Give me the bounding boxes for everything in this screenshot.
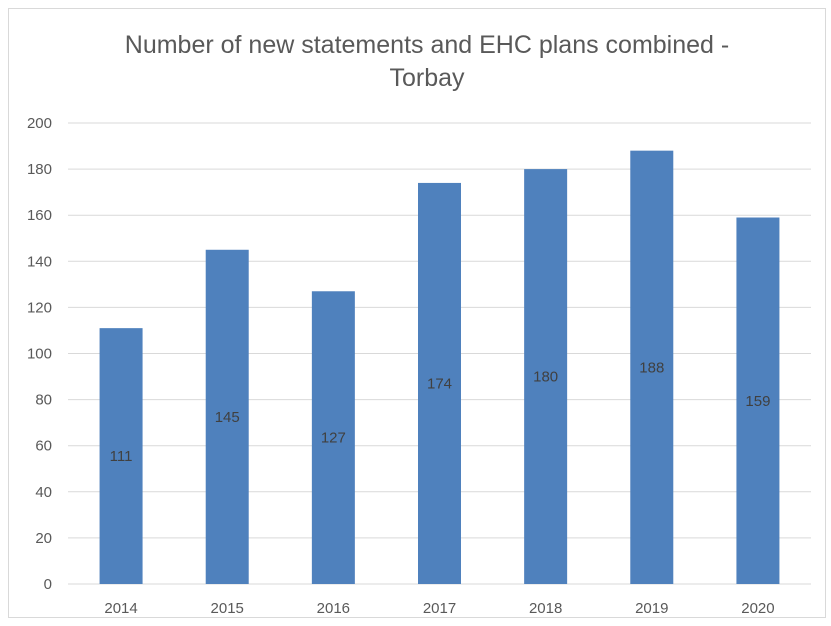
x-tick-label-2015: 2015 [211, 600, 244, 617]
y-tick-label-20: 20 [35, 530, 52, 547]
bar-2019 [630, 150, 674, 584]
data-label-2017: 174 [427, 375, 452, 392]
y-tick-label-60: 60 [35, 438, 52, 455]
y-tick-label-40: 40 [35, 484, 52, 501]
data-label-2016: 127 [321, 430, 346, 447]
bar-2014 [99, 328, 143, 584]
x-axis-ticks: 2014 2015 2016 2017 2018 2019 2020 [104, 600, 774, 617]
x-tick-label-2017: 2017 [423, 600, 456, 617]
data-label-2019: 188 [639, 359, 664, 376]
data-label-2014: 111 [110, 448, 133, 465]
bar-2017 [418, 182, 461, 584]
y-axis-ticks: 0 20 40 60 80 100 120 140 160 180 200 [27, 115, 52, 593]
bar-2016 [311, 291, 355, 584]
x-tick-label-2018: 2018 [529, 600, 562, 617]
y-tick-label-180: 180 [27, 161, 52, 178]
bar-2020 [736, 217, 780, 584]
data-label-2015: 145 [215, 409, 240, 426]
data-label-2018: 180 [533, 369, 558, 386]
chart-title: Number of new statements and EHC plans c… [125, 31, 729, 92]
y-tick-label-160: 160 [27, 207, 52, 224]
y-tick-label-120: 120 [27, 299, 52, 316]
y-tick-label-0: 0 [44, 576, 52, 593]
x-tick-label-2016: 2016 [317, 600, 350, 617]
data-labels: 111 145 127 174 180 188 159 [110, 359, 771, 465]
bar-2015 [205, 249, 249, 584]
bars [99, 150, 780, 584]
x-tick-label-2020: 2020 [741, 600, 774, 617]
y-tick-label-140: 140 [27, 253, 52, 270]
y-tick-label-100: 100 [27, 346, 52, 363]
x-tick-label-2014: 2014 [104, 600, 137, 617]
y-tick-label-200: 200 [27, 115, 52, 132]
y-tick-label-80: 80 [35, 392, 52, 409]
chart-title-line-2: Torbay [389, 64, 465, 92]
bar-2018 [524, 169, 568, 584]
chart-frame [8, 8, 826, 618]
chart-title-line-1: Number of new statements and EHC plans c… [125, 31, 729, 59]
x-tick-label-2019: 2019 [635, 600, 668, 617]
data-label-2020: 159 [745, 393, 770, 410]
